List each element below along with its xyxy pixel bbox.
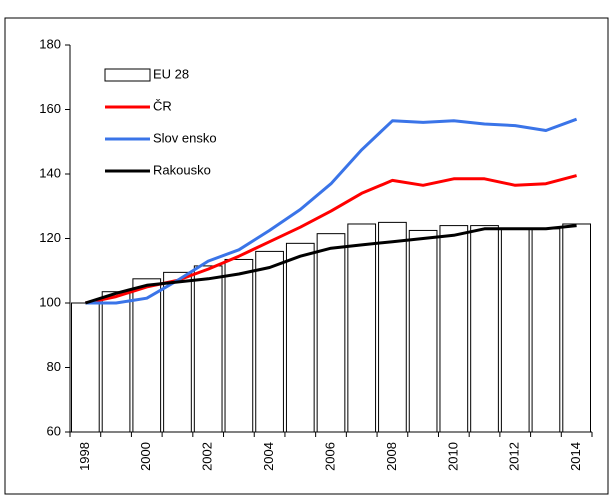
- bar: [193, 265, 223, 433]
- bar: [101, 291, 131, 433]
- bar: [132, 278, 162, 433]
- y-tick-label: 140: [39, 165, 61, 180]
- bar: [378, 221, 407, 433]
- x-tick-label: 2006: [322, 442, 337, 471]
- bar: [224, 258, 254, 433]
- x-tick-label: 2014: [568, 442, 583, 471]
- legend-label: Slov ensko: [153, 130, 217, 145]
- x-tick-label: 1998: [77, 442, 92, 471]
- x-tick-label: 2000: [138, 442, 153, 471]
- bar: [71, 302, 100, 433]
- bar: [163, 271, 192, 433]
- y-tick-label: 100: [39, 294, 61, 309]
- y-tick-label: 160: [39, 101, 61, 116]
- bar: [500, 228, 530, 433]
- legend-label: Rakousko: [153, 162, 211, 177]
- legend-label: EU 28: [153, 66, 189, 81]
- x-tick-label: 2004: [261, 442, 276, 471]
- y-tick-label: 60: [47, 423, 61, 438]
- legend-swatch: [104, 68, 151, 82]
- y-tick-label: 80: [47, 359, 61, 374]
- bar: [347, 223, 377, 433]
- x-tick-label: 2002: [200, 442, 215, 471]
- bar: [531, 228, 561, 433]
- bar: [316, 233, 346, 433]
- legend-label: ČR: [153, 98, 172, 113]
- y-tick-label: 180: [39, 36, 61, 51]
- bar: [255, 250, 284, 433]
- bar: [562, 223, 592, 433]
- line: [85, 117, 578, 305]
- y-tick-label: 120: [39, 230, 61, 245]
- x-tick-label: 2012: [507, 442, 522, 471]
- x-tick-label: 2010: [445, 442, 460, 471]
- bar: [470, 225, 499, 433]
- bar: [408, 229, 438, 433]
- bar: [439, 225, 469, 433]
- bar: [285, 242, 315, 433]
- line: [84, 224, 577, 305]
- chart-border: [4, 17, 609, 495]
- x-tick-label: 2008: [384, 442, 399, 471]
